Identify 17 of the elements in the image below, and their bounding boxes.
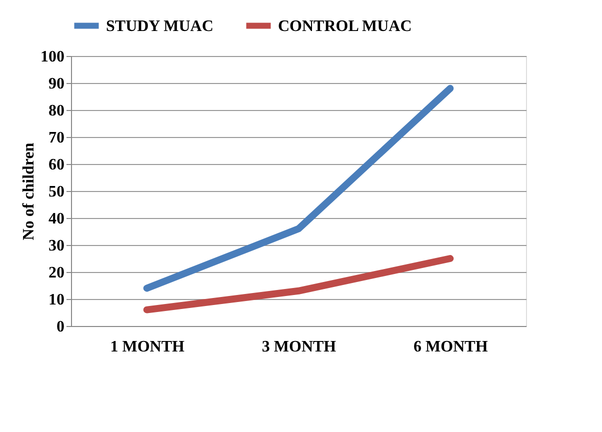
y-tick-label: 0 (56, 318, 64, 336)
y-tick-label: 20 (48, 264, 64, 282)
y-tick-label: 60 (48, 156, 64, 174)
y-tick-label: 80 (48, 102, 64, 120)
y-tick-label: 90 (48, 76, 64, 92)
y-tick-label: 50 (48, 184, 64, 200)
y-axis-title: No of children (20, 142, 38, 240)
legend-label: CONTROL MUAC (278, 18, 412, 35)
x-tick-label: 6 MONTH (414, 338, 488, 356)
x-tick-label: 1 MONTH (110, 338, 185, 356)
legend-label: STUDY MUAC (106, 18, 214, 35)
y-tick-label: 40 (48, 210, 64, 228)
x-tick-label: 3 MONTH (262, 338, 337, 356)
y-tick-label: 30 (48, 238, 64, 254)
y-tick-label: 10 (48, 292, 64, 308)
y-tick-label: 70 (48, 130, 64, 146)
y-tick-label: 100 (40, 48, 64, 66)
